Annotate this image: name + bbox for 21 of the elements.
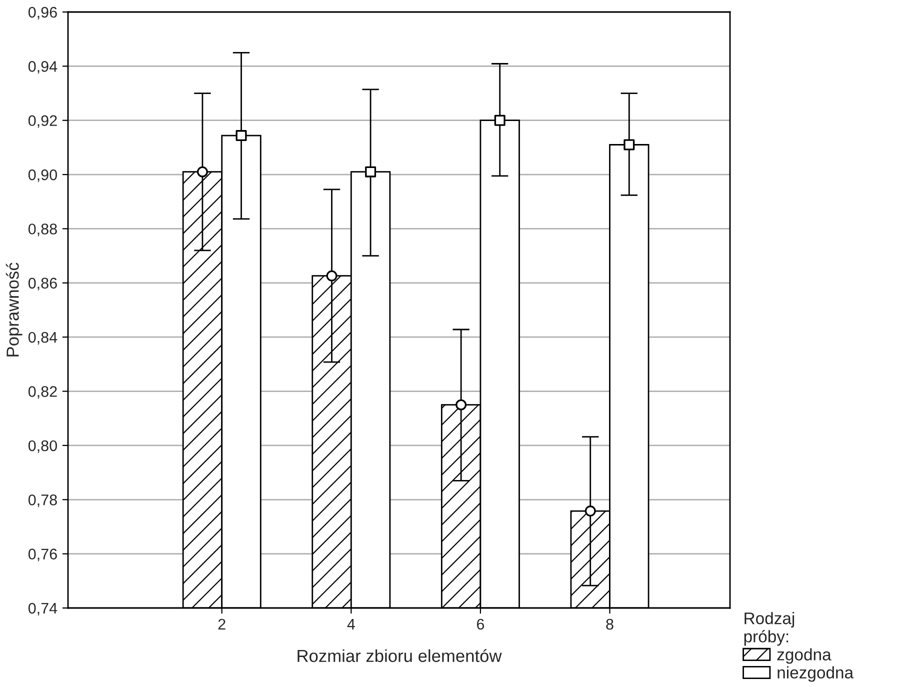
y-tick-label: 0,92 — [28, 115, 57, 128]
y-tick-label: 0,86 — [28, 278, 57, 290]
y-axis-title: Poprawność — [6, 262, 22, 356]
x-axis-title: Rozmiar zbioru elementów — [298, 649, 502, 662]
y-tick-label: 0,96 — [28, 6, 57, 20]
y-tick-label: 0,84 — [28, 332, 58, 345]
y-tick-label: 0,76 — [28, 548, 57, 562]
y-tick-label: 0,90 — [28, 169, 57, 182]
legend-label: niezgodna — [778, 666, 854, 682]
y-tick-label: 0,80 — [28, 440, 57, 453]
legend-label: zgodna — [777, 648, 832, 664]
legend-title: Rodzaj próby: — [744, 612, 794, 646]
y-tick-label: 0,94 — [28, 61, 58, 74]
x-tick-label: 6 — [476, 618, 484, 630]
x-tick-label: 4 — [347, 618, 355, 630]
x-tick-label: 8 — [606, 618, 614, 630]
x-tick-label: 2 — [218, 618, 226, 630]
y-tick-label: 0,82 — [28, 386, 57, 399]
y-tick-label: 0,88 — [28, 224, 57, 236]
y-tick-label: 0,74 — [28, 602, 58, 616]
y-tick-label: 0,78 — [28, 494, 57, 508]
